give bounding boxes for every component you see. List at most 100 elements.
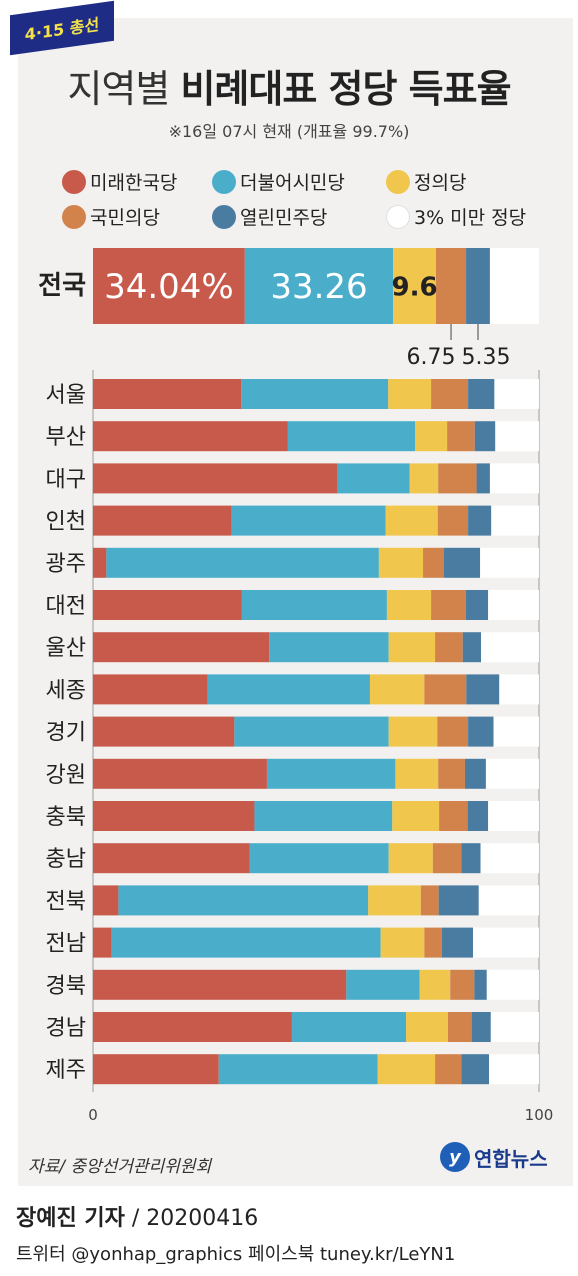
legend-swatch — [62, 204, 86, 229]
bar-segment — [244, 248, 394, 324]
bar-segment — [424, 674, 467, 705]
bar-segment — [93, 505, 232, 536]
bar-segment — [490, 1012, 539, 1042]
bar-segment — [489, 248, 539, 324]
bar-segment — [481, 632, 539, 663]
legend-swatch — [62, 169, 86, 194]
bar-segment — [471, 1012, 491, 1042]
chart-title: 지역별 비례대표 정당 득표율 — [67, 67, 511, 111]
bar-segment — [488, 590, 539, 620]
legend-item-open-democratic: 열린민주당 — [212, 203, 327, 230]
bar-segment — [474, 421, 496, 452]
bar-segment — [438, 463, 477, 494]
bar-segment — [476, 463, 490, 494]
data-label: 34.04% — [104, 267, 234, 307]
bar-segment — [93, 843, 250, 874]
bar-segment — [254, 801, 393, 831]
row-label: 서울 — [46, 383, 86, 408]
bar-segment — [241, 379, 389, 409]
byline: 장예진 기자 / 20200416 — [16, 1206, 259, 1231]
bar-segment — [93, 421, 288, 452]
bar-segment — [431, 590, 466, 620]
bar-segment — [393, 248, 436, 324]
bar-segment — [287, 421, 416, 452]
bar-segment — [395, 758, 439, 789]
yonhap-logo: y 연합뉴스 — [440, 1142, 548, 1172]
bar-segment — [444, 547, 481, 578]
bar-segment — [468, 716, 494, 747]
legend-item-justice: 정의당 — [386, 168, 466, 195]
data-label: 5.35 — [462, 345, 511, 370]
bar-segment — [93, 590, 242, 620]
bar-segment — [493, 716, 539, 747]
bar-segment — [466, 248, 490, 324]
bar-segment — [491, 505, 539, 536]
social-handles: 트위터 @yonhap_graphics 페이스북 tuney.kr/LeYN1 — [16, 1244, 456, 1265]
row-label: 전남 — [46, 932, 86, 957]
tick-label: 0 — [88, 1106, 98, 1124]
yonhap-logo-icon: y — [440, 1142, 470, 1172]
bar-segment — [93, 1054, 219, 1085]
bar-segment — [485, 758, 539, 789]
bar-segment — [437, 716, 469, 747]
bar-segment — [468, 379, 495, 409]
row-label: 부산 — [46, 425, 86, 450]
bar-segment — [241, 590, 387, 620]
bar-segment — [269, 632, 389, 663]
bar-segment — [435, 1054, 462, 1085]
bar-segment — [93, 547, 107, 578]
legend-swatch — [212, 169, 236, 194]
legend-item-united-future: 미래한국당 — [62, 168, 177, 195]
row-label: 제주 — [46, 1058, 86, 1083]
bar-segment — [118, 885, 369, 916]
bar-segment — [388, 716, 438, 747]
bar-segment — [447, 421, 475, 452]
bar-segment — [474, 969, 487, 1000]
bar-segment — [409, 463, 439, 494]
tick-label: 100 — [525, 1106, 554, 1124]
bar-segment — [380, 927, 425, 958]
bar-segment — [385, 505, 438, 536]
bar-segment — [93, 463, 338, 494]
row-label: 경북 — [46, 974, 86, 999]
bar-segment — [494, 379, 539, 409]
bar-segment — [489, 1054, 539, 1085]
bar-segment — [93, 1012, 292, 1042]
bar-segment — [439, 801, 468, 831]
bar-segment — [369, 674, 425, 705]
bar-segment — [438, 758, 465, 789]
data-label: 9.6 — [392, 272, 438, 302]
bar-segment — [419, 969, 451, 1000]
bar-segment — [337, 463, 410, 494]
chart-subtitle: ※16일 07시 현재 (개표율 99.7%) — [168, 122, 410, 141]
data-label: 33.26 — [270, 267, 367, 307]
bar-segment — [495, 421, 539, 452]
row-label: 울산 — [46, 636, 86, 661]
bar-segment — [93, 716, 235, 747]
bar-segment — [378, 547, 424, 578]
bar-segment — [432, 843, 462, 874]
bar-segment — [106, 547, 379, 578]
row-label: 대구 — [46, 467, 86, 492]
bar-segment — [93, 885, 119, 916]
bar-segment — [480, 843, 539, 874]
bar-segment — [392, 801, 440, 831]
bar-segment — [480, 547, 539, 578]
legend-swatch — [212, 204, 236, 229]
bar-segment — [464, 758, 486, 789]
bar-segment — [499, 674, 539, 705]
bar-segment — [467, 801, 489, 831]
bar-segment — [423, 547, 445, 578]
bar-segment — [388, 632, 436, 663]
bar-segment — [377, 1054, 436, 1085]
bar-segment — [249, 843, 389, 874]
legend-swatch — [386, 204, 410, 229]
row-label: 세종 — [46, 678, 86, 703]
bar-segment — [420, 885, 439, 916]
bar-segment — [415, 421, 448, 452]
bar-segment — [465, 590, 489, 620]
bar-segment — [266, 758, 396, 789]
bar-segment — [462, 632, 482, 663]
bar-segment — [441, 927, 473, 958]
bar-segment — [93, 758, 267, 789]
